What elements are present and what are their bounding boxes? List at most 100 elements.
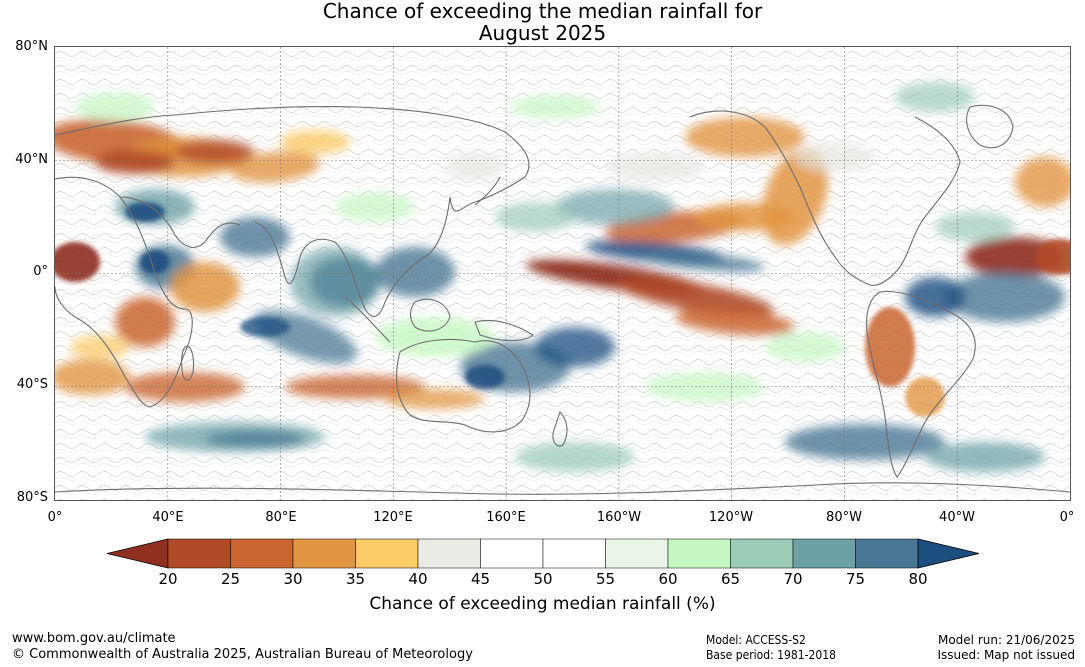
colorbar-extend-low bbox=[106, 538, 169, 569]
footer-model-info: Model: ACCESS-S2 Base period: 1981-2018 bbox=[706, 633, 836, 663]
colorbar-tick-label: 55 bbox=[595, 570, 616, 588]
colorbar-bin bbox=[730, 538, 794, 569]
colorbar bbox=[106, 538, 980, 569]
lat-label-80s: 80°S bbox=[16, 490, 48, 505]
coastline-new-guinea bbox=[474, 319, 534, 342]
model-run: Model run: 21/06/2025 bbox=[937, 633, 1075, 647]
coastline-africa bbox=[55, 176, 193, 408]
lon-label-40e: 40°E bbox=[152, 510, 184, 525]
probability-blob bbox=[905, 277, 965, 317]
probability-blob bbox=[445, 152, 505, 182]
probability-blob bbox=[555, 189, 675, 225]
graticule bbox=[55, 47, 1070, 500]
probability-blob bbox=[375, 317, 495, 357]
lat-label-0: 0° bbox=[33, 264, 48, 279]
lon-label-40w: 40°W bbox=[939, 510, 975, 525]
colorbar-tick-label: 30 bbox=[283, 570, 303, 588]
colorbar-extend-high bbox=[917, 538, 980, 569]
colorbar-tick-label: 60 bbox=[658, 570, 678, 588]
colorbar-bin bbox=[355, 538, 419, 569]
probability-blob bbox=[510, 95, 600, 119]
probability-blob bbox=[645, 252, 765, 272]
probability-blob bbox=[495, 202, 575, 232]
probability-blob bbox=[175, 140, 255, 164]
probability-blob bbox=[95, 150, 175, 174]
colorbar-bin bbox=[417, 538, 481, 569]
colorbar-bin bbox=[542, 538, 606, 569]
probability-blob bbox=[465, 365, 505, 389]
coastline-australia bbox=[396, 338, 531, 433]
probability-blob bbox=[905, 377, 945, 417]
probability-blob bbox=[765, 332, 845, 362]
probability-blob bbox=[945, 272, 1065, 322]
colorbar-tick-label: 80 bbox=[908, 570, 928, 588]
colorbar-tick-label: 50 bbox=[533, 570, 553, 588]
probability-blob bbox=[675, 308, 795, 336]
colorbar-label: Chance of exceeding median rainfall (%) bbox=[369, 594, 716, 614]
probability-blob bbox=[1035, 239, 1070, 275]
probability-blob bbox=[895, 82, 975, 112]
probability-blob bbox=[230, 151, 320, 183]
lon-label-80e: 80°E bbox=[265, 510, 297, 525]
probability-blob bbox=[785, 424, 945, 460]
lon-label-120w: 120°W bbox=[708, 510, 754, 525]
colorbar-tick-label: 35 bbox=[345, 570, 366, 588]
rainfall-map bbox=[54, 46, 1071, 501]
lon-label-0-east: 0° bbox=[1059, 510, 1075, 525]
coastline-south-america bbox=[866, 290, 976, 478]
probability-blob bbox=[75, 92, 155, 122]
coastline-north-america bbox=[689, 110, 961, 286]
colorbar-bin bbox=[792, 538, 856, 569]
colorbar-tick-label: 75 bbox=[845, 570, 866, 588]
footer-credits: www.bom.gov.au/climate © Commonwealth of… bbox=[12, 631, 473, 663]
probability-blob bbox=[115, 297, 175, 347]
coastline-madagascar bbox=[181, 345, 195, 381]
probability-blob bbox=[605, 152, 705, 182]
coastline-arabia bbox=[119, 196, 241, 248]
website-link[interactable]: www.bom.gov.au/climate bbox=[12, 631, 176, 646]
probability-blob bbox=[685, 117, 805, 157]
probability-blob bbox=[125, 202, 165, 222]
probability-blob bbox=[865, 307, 915, 387]
probability-blob bbox=[515, 442, 635, 472]
colorbar-bin bbox=[605, 538, 669, 569]
colorbar-bin bbox=[855, 538, 919, 569]
lon-label-120e: 120°E bbox=[373, 510, 413, 525]
base-period: Base period: 1981-2018 bbox=[706, 648, 837, 662]
coastline-eurasia bbox=[55, 105, 530, 212]
probability-blob bbox=[290, 247, 380, 317]
footer-run-info: Model run: 21/06/2025 Issued: Map not is… bbox=[937, 633, 1075, 663]
probability-blob bbox=[375, 247, 455, 297]
colorbar-tick-label: 25 bbox=[220, 570, 241, 588]
map-title: Chance of exceeding the median rainfall … bbox=[0, 0, 1085, 44]
probability-blob bbox=[616, 277, 774, 317]
probability-blob bbox=[335, 192, 415, 222]
lon-label-160w: 160°W bbox=[596, 510, 642, 525]
colorbar-tick-label: 20 bbox=[158, 570, 178, 588]
coastline-antarctica bbox=[55, 482, 1070, 495]
probability-blob bbox=[385, 389, 485, 409]
coastline-se-asia bbox=[334, 196, 451, 317]
map-title-line-2: August 2025 bbox=[478, 21, 607, 45]
colorbar-bin bbox=[667, 538, 731, 569]
coastline-borneo bbox=[409, 298, 451, 332]
probability-blob bbox=[70, 335, 130, 359]
colorbar-bin bbox=[292, 538, 356, 569]
probability-blob bbox=[535, 327, 615, 367]
coastlines bbox=[55, 104, 1070, 495]
colorbar-bin bbox=[230, 538, 294, 569]
lon-label-0: 0° bbox=[47, 510, 63, 525]
lat-label-40n: 40°N bbox=[15, 152, 48, 167]
probability-blob bbox=[205, 431, 305, 447]
probability-blob bbox=[140, 250, 170, 274]
map-title-line-1: Chance of exceeding the median rainfall … bbox=[322, 0, 763, 23]
colorbar-tick-label: 65 bbox=[720, 570, 741, 588]
probability-blob bbox=[170, 262, 240, 312]
probability-blob bbox=[1015, 157, 1070, 207]
lon-label-160e: 160°E bbox=[486, 510, 526, 525]
colorbar-tick-label: 70 bbox=[783, 570, 803, 588]
probability-blob bbox=[935, 212, 1015, 242]
probability-blob bbox=[280, 130, 350, 154]
coastline-japan bbox=[474, 176, 501, 206]
colorbar-tick-label: 45 bbox=[470, 570, 491, 588]
